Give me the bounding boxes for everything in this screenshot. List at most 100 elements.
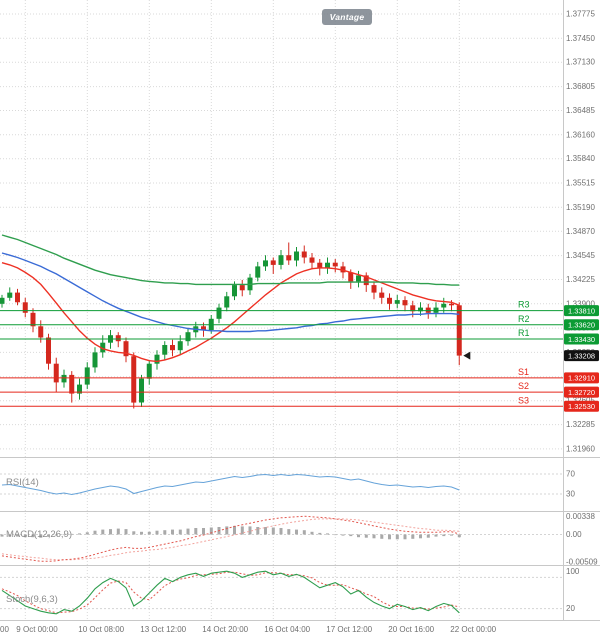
candle-up (278, 250, 284, 270)
price-tick-label: 1.36485 (566, 106, 595, 115)
time-label: 17 Oct 12:00 (326, 625, 372, 634)
macd-histogram-bar (101, 529, 105, 535)
macd-histogram-bar (54, 534, 58, 536)
ma-mid-blue-line (1, 252, 460, 333)
watermark-text: Vantage (329, 12, 365, 22)
ma-fast-red-line (1, 262, 460, 363)
macd-histogram-bar (202, 528, 205, 535)
candle-down (15, 288, 20, 306)
macd-histogram-bar (8, 534, 12, 537)
candle-down (317, 259, 323, 276)
macd-histogram-bar (248, 526, 252, 535)
macd-histogram-bar (388, 534, 391, 540)
candle-up (263, 255, 268, 271)
stoch-axis-label: 20 (566, 604, 575, 613)
price-tick-label: 1.35840 (566, 154, 595, 163)
macd-histogram-bar (23, 534, 27, 538)
macd-histogram-bar (209, 527, 213, 535)
candle-down (53, 357, 59, 393)
candle-up (418, 302, 423, 316)
macd-histogram-bar (124, 529, 128, 535)
macd-histogram-bar (403, 534, 407, 540)
current-price-box (564, 350, 599, 362)
candle-down (402, 296, 408, 312)
stoch-indicator-label: Stoch(9,6,3) (6, 594, 58, 605)
level-price-box-r1 (564, 333, 599, 345)
candle-up (177, 335, 183, 355)
macd-histogram-bar (240, 526, 244, 535)
macd-histogram-bar (380, 534, 384, 539)
rsi-level-label: 70 (566, 470, 575, 479)
candle-up (356, 270, 361, 288)
price-tick-label: 1.32285 (566, 420, 595, 429)
macd-indicator-label: MACD(12,26,9) (6, 529, 72, 540)
candle-down (286, 242, 292, 265)
candle-down (131, 352, 137, 409)
macd-histogram-bar (349, 534, 353, 537)
macd-histogram-bar (279, 528, 283, 535)
macd-histogram-bar (78, 533, 81, 535)
stoch-axis-label: 100 (566, 567, 580, 576)
macd-histogram-bar (256, 527, 260, 535)
time-label: 10 Oct 08:00 (78, 625, 124, 634)
macd-panel: 0.00338 0.00 -0.00509 (0, 512, 598, 566)
price-tick-label: 1.37130 (566, 58, 595, 67)
macd-histogram-bar (434, 534, 438, 537)
macd-histogram-bar (70, 533, 74, 535)
macd-histogram-bar (357, 534, 360, 538)
macd-histogram-bar (62, 534, 66, 536)
level-labels-layer: R3 1.33810 R2 1.33620 R1 1.33430 S1 1.32910 S2 1.… (463, 300, 599, 412)
macd-histogram-bar (395, 534, 399, 540)
rsi-line (1, 473, 460, 496)
rsi-indicator-label: RSI(14) (6, 477, 39, 488)
candle-down (123, 337, 129, 363)
price-tick-label: 1.34870 (566, 227, 595, 236)
candle-down (387, 293, 392, 310)
macd-histogram-bar (426, 534, 430, 538)
time-label: 13 Oct 12:00 (140, 625, 186, 634)
watermark-logo: Vantage (322, 9, 372, 25)
candle-up (7, 287, 13, 301)
current-price-value: 1.33208 (568, 351, 595, 360)
level-name-s1: S1 (518, 367, 529, 377)
level-price-box-s3 (564, 400, 599, 412)
candle-up (162, 341, 168, 360)
macd-histogram-bar (271, 527, 275, 535)
macd-histogram-bar (310, 531, 314, 535)
macd-line (1, 515, 460, 562)
candle-down (30, 308, 36, 333)
price-tick-label: 1.37775 (566, 10, 595, 19)
macd-histogram-bar (178, 529, 182, 535)
candle-down (239, 279, 245, 297)
candle-up (146, 359, 152, 385)
candle-up (0, 294, 5, 308)
level-price-r1: 1.33430 (568, 335, 595, 344)
price-tick-label: 1.36160 (566, 130, 595, 139)
macd-histogram-bar (116, 528, 120, 535)
time-label: 20 Oct 16:00 (388, 625, 434, 634)
stoch-panel: 100 20 (0, 567, 580, 615)
candle-up (139, 374, 144, 407)
level-name-r2: R2 (518, 314, 530, 324)
level-name-r1: R1 (518, 328, 530, 338)
macd-histogram-bar (333, 534, 337, 536)
macd-histogram-bar (302, 530, 306, 535)
ma-slow-green-line (1, 234, 460, 286)
macd-histogram-bar (47, 534, 50, 537)
macd-histogram-bar (264, 527, 267, 535)
candle-down (309, 253, 315, 270)
time-label: 9 Oct 00:00 (16, 625, 58, 634)
time-label: 14 Oct 20:00 (202, 625, 248, 634)
candle-down (170, 339, 175, 357)
candle-up (61, 369, 67, 388)
price-tick-label: 1.34225 (566, 275, 595, 284)
level-name-s2: S2 (518, 381, 529, 391)
candle-down (22, 297, 28, 318)
macd-histogram-bar (364, 534, 368, 538)
macd-signal-line (1, 518, 460, 561)
macd-histogram-bar (132, 531, 136, 535)
rsi-level-label: 30 (566, 490, 575, 499)
macd-histogram-bar (31, 534, 35, 538)
macd-histogram-bar (155, 530, 159, 535)
price-tick-label: 1.37450 (566, 34, 595, 43)
